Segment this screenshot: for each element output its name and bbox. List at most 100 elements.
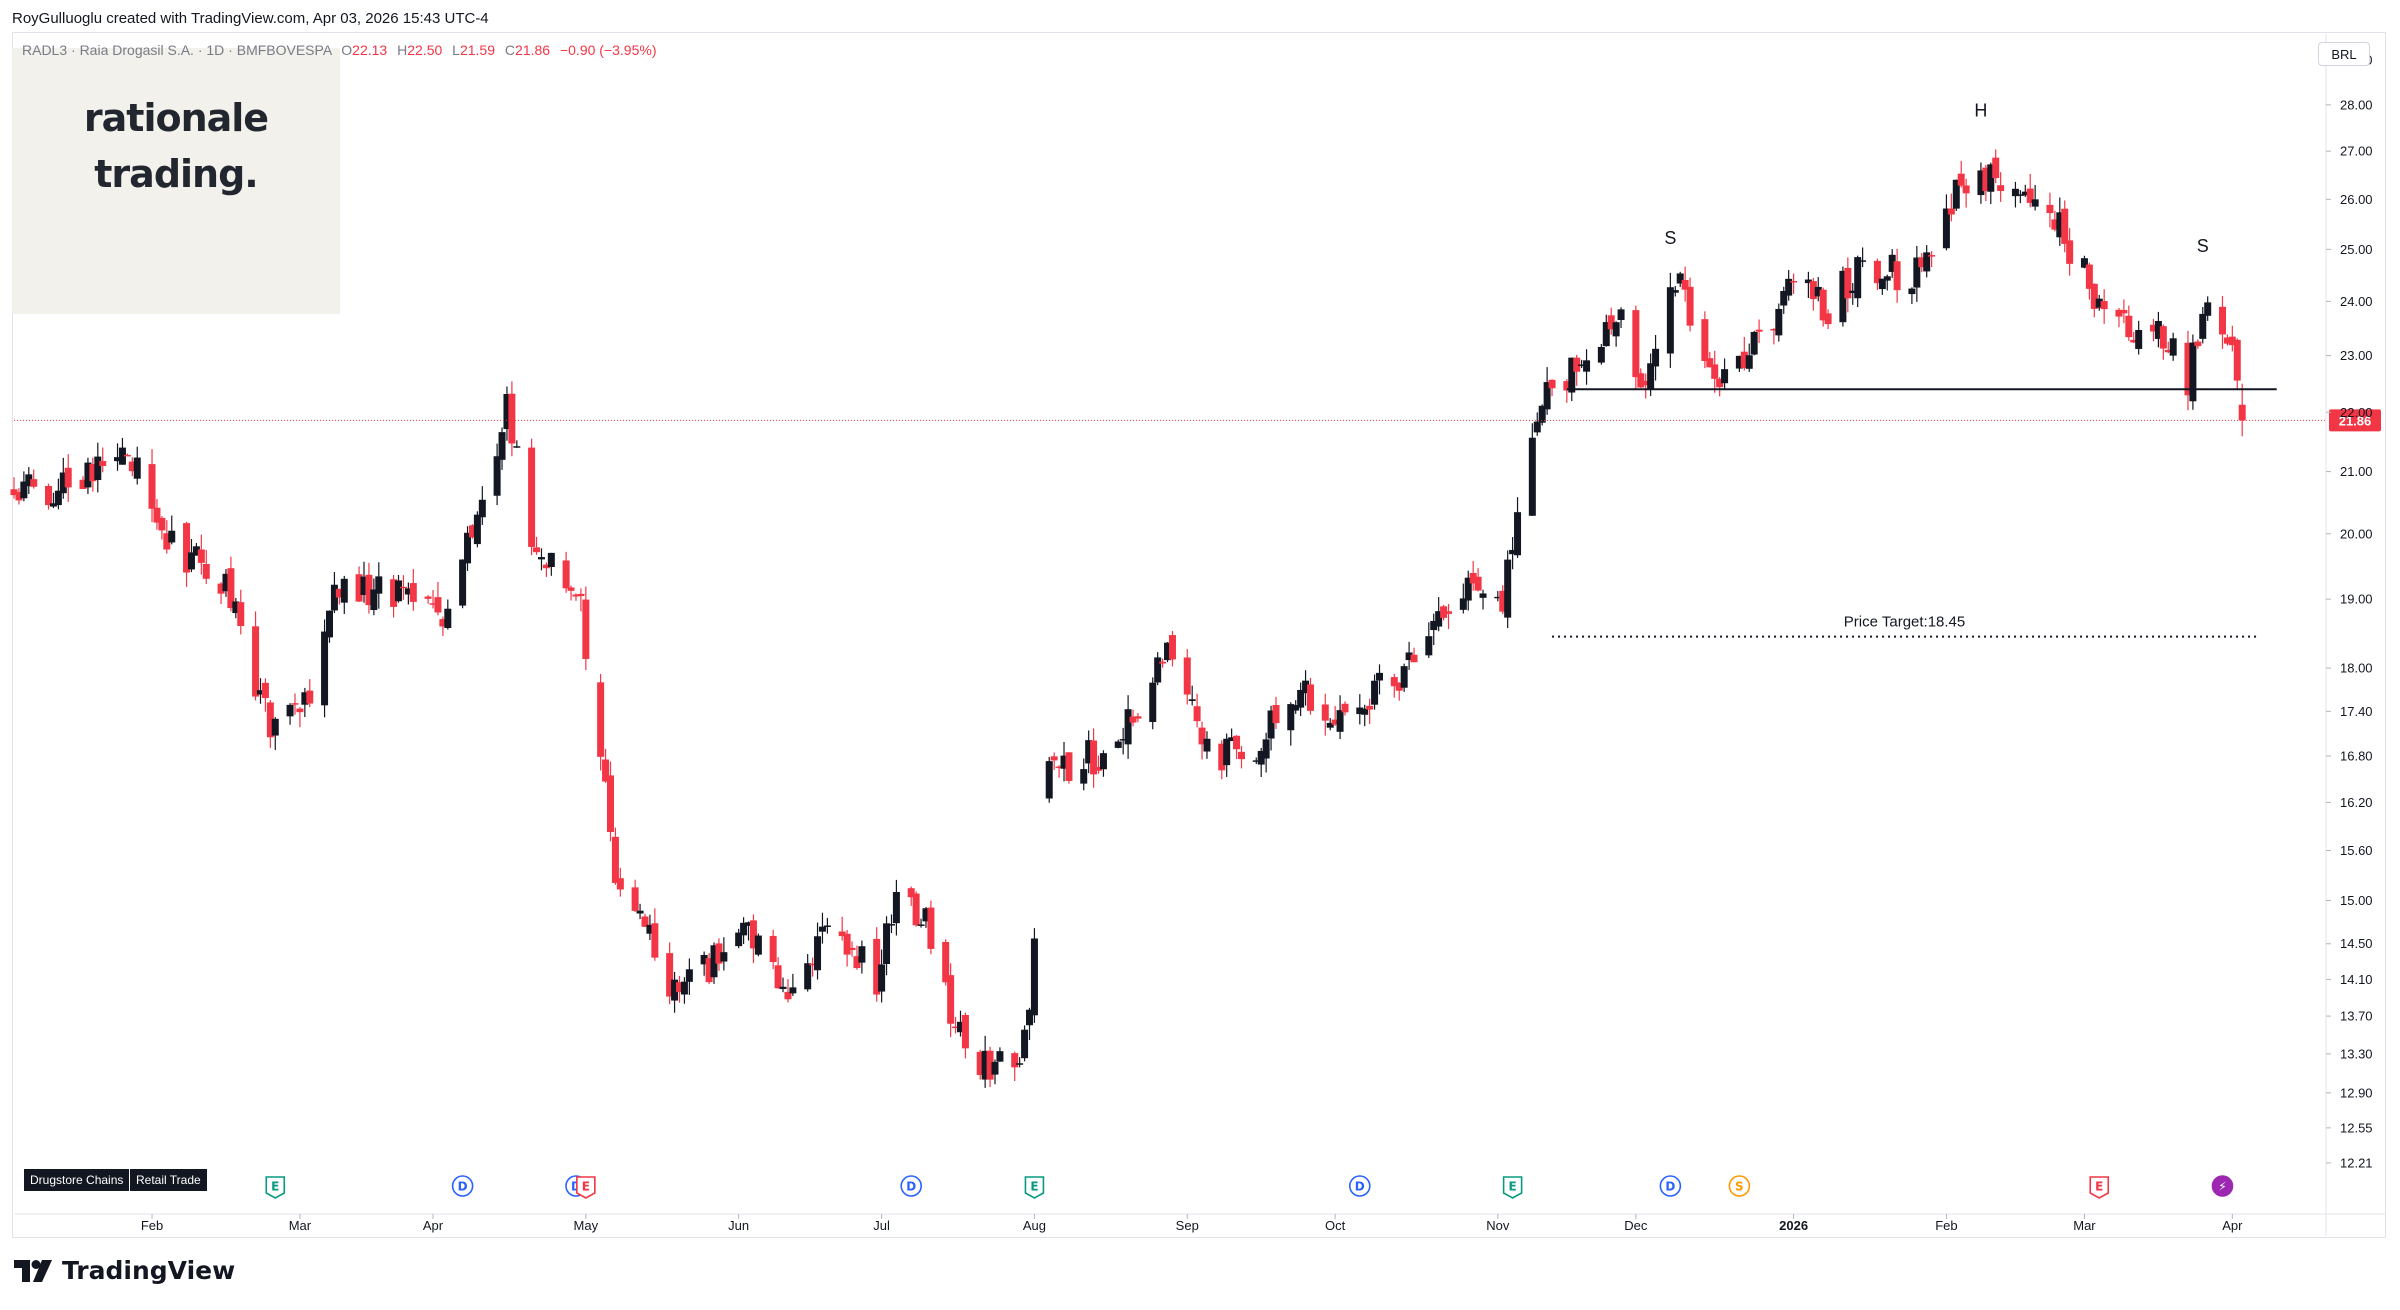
candle-body [64,467,72,488]
candle-up [187,538,195,573]
time-axis: Feb Mar Apr May Jun Jul Aug Sep Oct Nov Dec 2026 Feb… [141,1214,2243,1233]
candle-up [498,427,506,470]
candle-down [631,879,639,913]
candle-body [1528,437,1536,516]
candle-up [1188,685,1196,706]
candle-up [1479,589,1487,610]
candle-up [459,559,467,609]
earnings-marker-letter: E [1509,1180,1517,1194]
candle-body [2061,208,2069,244]
candle-down [1469,561,1477,591]
candle-body [2021,191,2029,196]
candle-body [1331,719,1339,725]
candle-down [2228,325,2236,352]
candle-body [1395,682,1403,691]
candle-down [123,453,131,457]
candle-body [439,619,447,627]
candle-up [1435,597,1443,632]
candle-body [1435,611,1443,627]
candle-body [1538,405,1546,423]
candle-body [1085,740,1093,764]
dividend-event-icon[interactable]: D [1348,1175,1371,1197]
candle-up [1583,349,1591,385]
candle-body [1859,260,1867,262]
candle-up [1099,750,1107,777]
candle-down [572,593,580,601]
candle-body [1390,677,1398,687]
candle-body [1878,278,1886,290]
candle-down [1947,193,1955,222]
candle-body [1977,170,1985,196]
candle-up [1908,287,1916,304]
candle-body [818,926,826,932]
candle-down [1095,755,1103,774]
candle-down [952,1017,960,1034]
candle-up [1543,367,1551,415]
candle-up [710,942,718,984]
earnings-event-icon[interactable]: E [576,1176,596,1199]
legend-symbol[interactable]: RADL3 · Raia Drogasil S.A. · 1D · BMFBOV… [22,42,332,58]
candle-body [883,923,891,964]
earnings-event-icon[interactable]: E [265,1176,286,1199]
price-tick-label: 15.00 [2340,893,2373,908]
candle-up [2135,320,2143,355]
candle-body [1873,260,1881,284]
tradingview-brand[interactable]: TradingView [14,1256,235,1285]
currency-selector[interactable]: BRL [2318,42,2370,66]
candle-up [1617,307,1625,328]
candle-body [1257,750,1265,765]
candle-body [2120,310,2128,314]
earnings-event-icon[interactable]: E [1024,1176,1045,1199]
candle-body [1376,672,1384,681]
candle-body [503,394,511,430]
candle-up [192,542,200,556]
dividend-event-icon[interactable]: D [451,1175,474,1197]
candle-body [1716,378,1724,388]
candle-down [597,673,605,771]
candle-body [1233,735,1241,750]
candle-body [1671,290,1679,293]
candle-up [444,599,452,630]
candle-up [996,1047,1004,1062]
candle-body [1809,281,1817,300]
candle-body [1548,379,1556,389]
candle-body [2046,204,2054,214]
candle-body [2031,199,2039,207]
candle-down [2066,228,2074,276]
candle-body [606,775,614,833]
industry-tag[interactable]: Retail Trade [130,1169,207,1191]
candle-up [1223,733,1231,777]
candle-body [123,454,131,457]
candle-up [1671,286,1679,297]
split-event-icon[interactable]: S [1728,1175,1751,1197]
candle-body [409,583,417,602]
candle-down [1824,309,1832,330]
candle-body [2199,313,2207,339]
dividend-event-icon[interactable]: D [900,1175,922,1197]
candle-body [1430,620,1438,631]
candle-body [740,922,748,936]
candle-body [1445,611,1453,614]
candle-down [1218,740,1226,780]
candle-up [823,917,831,934]
candle-body [128,461,136,472]
candle-up [878,949,886,1003]
candle-down [1686,277,1694,332]
dividend-event-icon[interactable]: D [1659,1175,1682,1197]
candle-body [2011,188,2019,197]
candle-down [1410,647,1418,663]
earnings-event-icon[interactable]: E [2089,1176,2110,1199]
sector-tag[interactable]: Drugstore Chains [24,1169,130,1191]
candle-down [1607,307,1615,335]
candle-body [2080,258,2088,268]
candle-down [1637,368,1645,388]
candle-up [2016,190,2024,204]
candle-body [202,563,210,579]
candle-down [1395,682,1403,701]
candle-down [1642,373,1650,399]
news-event-icon[interactable]: ⚡ [2211,1175,2234,1197]
candle-body [79,479,87,489]
earnings-event-icon[interactable]: E [1502,1176,1523,1199]
candle-body [84,462,92,488]
